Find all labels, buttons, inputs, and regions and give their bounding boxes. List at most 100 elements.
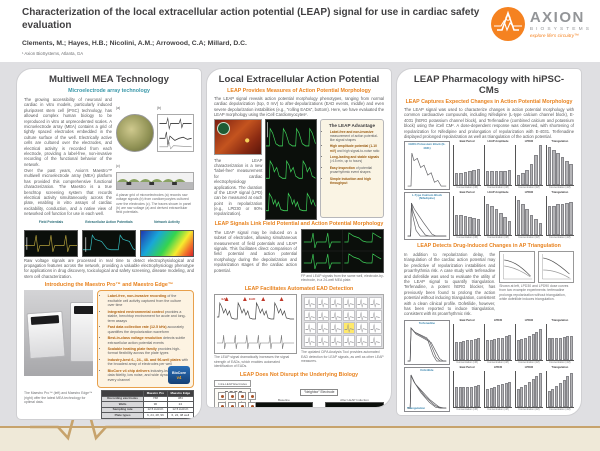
bar	[463, 171, 468, 185]
bar	[562, 337, 566, 360]
figure-letter-a: (a)	[115, 106, 121, 110]
cipa-grid-cell	[343, 322, 356, 335]
logo-name: AXION	[529, 9, 585, 26]
bar	[476, 168, 481, 185]
col1-paragraph-3: Raw voltage signals are processed in rea…	[24, 257, 194, 279]
mini-chart-plot	[514, 370, 544, 409]
cipa-grid-cell	[369, 335, 382, 347]
bar	[477, 385, 481, 408]
bar	[454, 215, 459, 236]
bar	[469, 386, 473, 408]
bar	[500, 384, 504, 408]
mini-bar-chart: Beat Period Concentration (nM)	[452, 366, 482, 412]
activity-panels: Field Potentials Extracellular Action Po…	[24, 220, 194, 257]
col1-paragraph-1: The growing accessibility of neuronal an…	[24, 97, 112, 167]
bar	[525, 209, 530, 236]
mini-chart-title: LPD30	[493, 365, 503, 369]
cipa-grid-cell	[316, 309, 329, 322]
bar	[529, 214, 534, 236]
bar	[556, 204, 560, 236]
column3-title: LEAP Pharmacology with hiPSC-CMs	[413, 74, 565, 96]
bar	[485, 340, 489, 360]
maestro-product-photo	[24, 290, 93, 377]
bar	[500, 337, 504, 360]
electrode-grid	[214, 388, 256, 407]
mini-bar-chart: Triangulation Concentration (nM)	[545, 366, 575, 412]
bullet-item: Simple induction and high throughput	[330, 177, 380, 185]
poster-header: Characterization of the local extracellu…	[0, 0, 600, 62]
mini-chart-title: Triangulation	[551, 318, 569, 322]
poster-authors: Clements, M.; Hayes, H.B.; Nicolini, A.M…	[22, 40, 247, 47]
bar	[524, 337, 528, 360]
cardiomyocyte-micrograph	[214, 118, 263, 155]
mini-chart-title: LPD90	[524, 318, 534, 322]
bar	[551, 205, 556, 236]
mini-bar-chart: LPD90 Concentration (nM)	[514, 366, 544, 412]
poster-affiliation: ¹ Axion BioSystems, Atlanta, GA	[22, 51, 84, 56]
bar	[503, 217, 507, 236]
dose-response-plot-terfenadine	[499, 251, 536, 284]
mini-bar-chart: Triangulation Concentration (nM)	[545, 191, 575, 240]
mini-chart-title: LPD90	[524, 140, 534, 144]
mini-chart-xlabel: Concentration (nM)	[518, 185, 540, 189]
bar	[462, 386, 466, 408]
mini-chart-xlabel: Concentration (nM)	[456, 408, 478, 412]
bar	[566, 336, 570, 360]
bar	[485, 170, 490, 185]
bar	[520, 338, 524, 360]
pharmacology-row-nifedipine: L-Type Calcium Block (Nifedipine) Beat Pe…	[404, 191, 575, 241]
bar	[468, 170, 472, 185]
bar	[547, 338, 551, 360]
table-cell: Integrated environment	[101, 417, 145, 419]
bar	[472, 218, 476, 236]
fp-leap-comparison-figure: FP and LEAP signals from the same well, …	[301, 228, 384, 284]
bar	[516, 199, 521, 236]
mini-chart-plot	[452, 323, 482, 361]
raw-voltage-trace-figure	[156, 114, 194, 152]
logo-tagline: explore life's circuitry™	[529, 33, 579, 39]
bar	[466, 386, 470, 408]
bar	[539, 372, 543, 408]
mini-chart-title: Beat Period	[459, 140, 475, 144]
pharmacology-row-terfenadine: Terfenadine Beat Period Concentration (nM)…	[404, 318, 575, 365]
column1-title: Multiwell MEA Technology	[49, 74, 169, 85]
mini-bar-chart: LPD90 Concentration (nM)	[514, 318, 544, 365]
bar	[524, 384, 528, 408]
maestro-feature-list: Label-free, non-invasive recording of th…	[102, 294, 189, 382]
mini-chart-plot	[545, 145, 575, 186]
mini-chart-xlabel: Concentration (nM)	[487, 185, 509, 189]
mini-chart-title: LEAP Amplitude	[487, 140, 509, 144]
table-cell: CO₂, temp	[143, 417, 168, 419]
bar	[458, 341, 462, 360]
electrode-cross-section-figure	[115, 172, 194, 190]
bar	[477, 338, 481, 360]
mini-chart-xlabel: Concentration (nM)	[456, 185, 478, 189]
bullet-item: Long-lasting and stable signals (>15 min…	[330, 155, 380, 163]
cipa-grid-cell	[369, 296, 382, 309]
column-multiwell-mea: Multiwell MEA Technology Microelectrode …	[16, 68, 202, 420]
mini-chart-plot	[452, 370, 482, 409]
bar	[547, 147, 552, 185]
footer-band	[0, 428, 600, 451]
cipa-grid-cell	[303, 296, 316, 309]
bar	[551, 389, 555, 408]
section-microelectrode-array: Microelectrode array technology	[68, 88, 150, 94]
bar	[521, 203, 525, 236]
cipa-grid-cell	[303, 335, 316, 347]
bar	[462, 341, 466, 360]
footer-rule	[0, 426, 600, 428]
compound-label: L-Type Calcium Block (Nifedipine)	[411, 192, 442, 200]
bar	[520, 387, 524, 408]
cipa-grid-cell	[316, 296, 329, 309]
bar	[527, 336, 531, 360]
column2-title: Local Extracellular Action Potential	[218, 74, 380, 85]
ead-waveform-plot: EAD EAD	[214, 294, 297, 355]
cipa-grid-cell	[303, 322, 316, 335]
leap-advantage-list: Label-free and non-invasive measurement …	[324, 130, 380, 185]
bullet-item: Best-in-class voltage resolution detects…	[108, 336, 189, 345]
bar	[508, 335, 512, 360]
triangulation-paragraph: In addition to repolarization delay, the…	[404, 252, 496, 317]
bar	[472, 170, 476, 185]
cipa-grid-cell	[329, 296, 342, 309]
electrode-dot	[238, 402, 246, 407]
